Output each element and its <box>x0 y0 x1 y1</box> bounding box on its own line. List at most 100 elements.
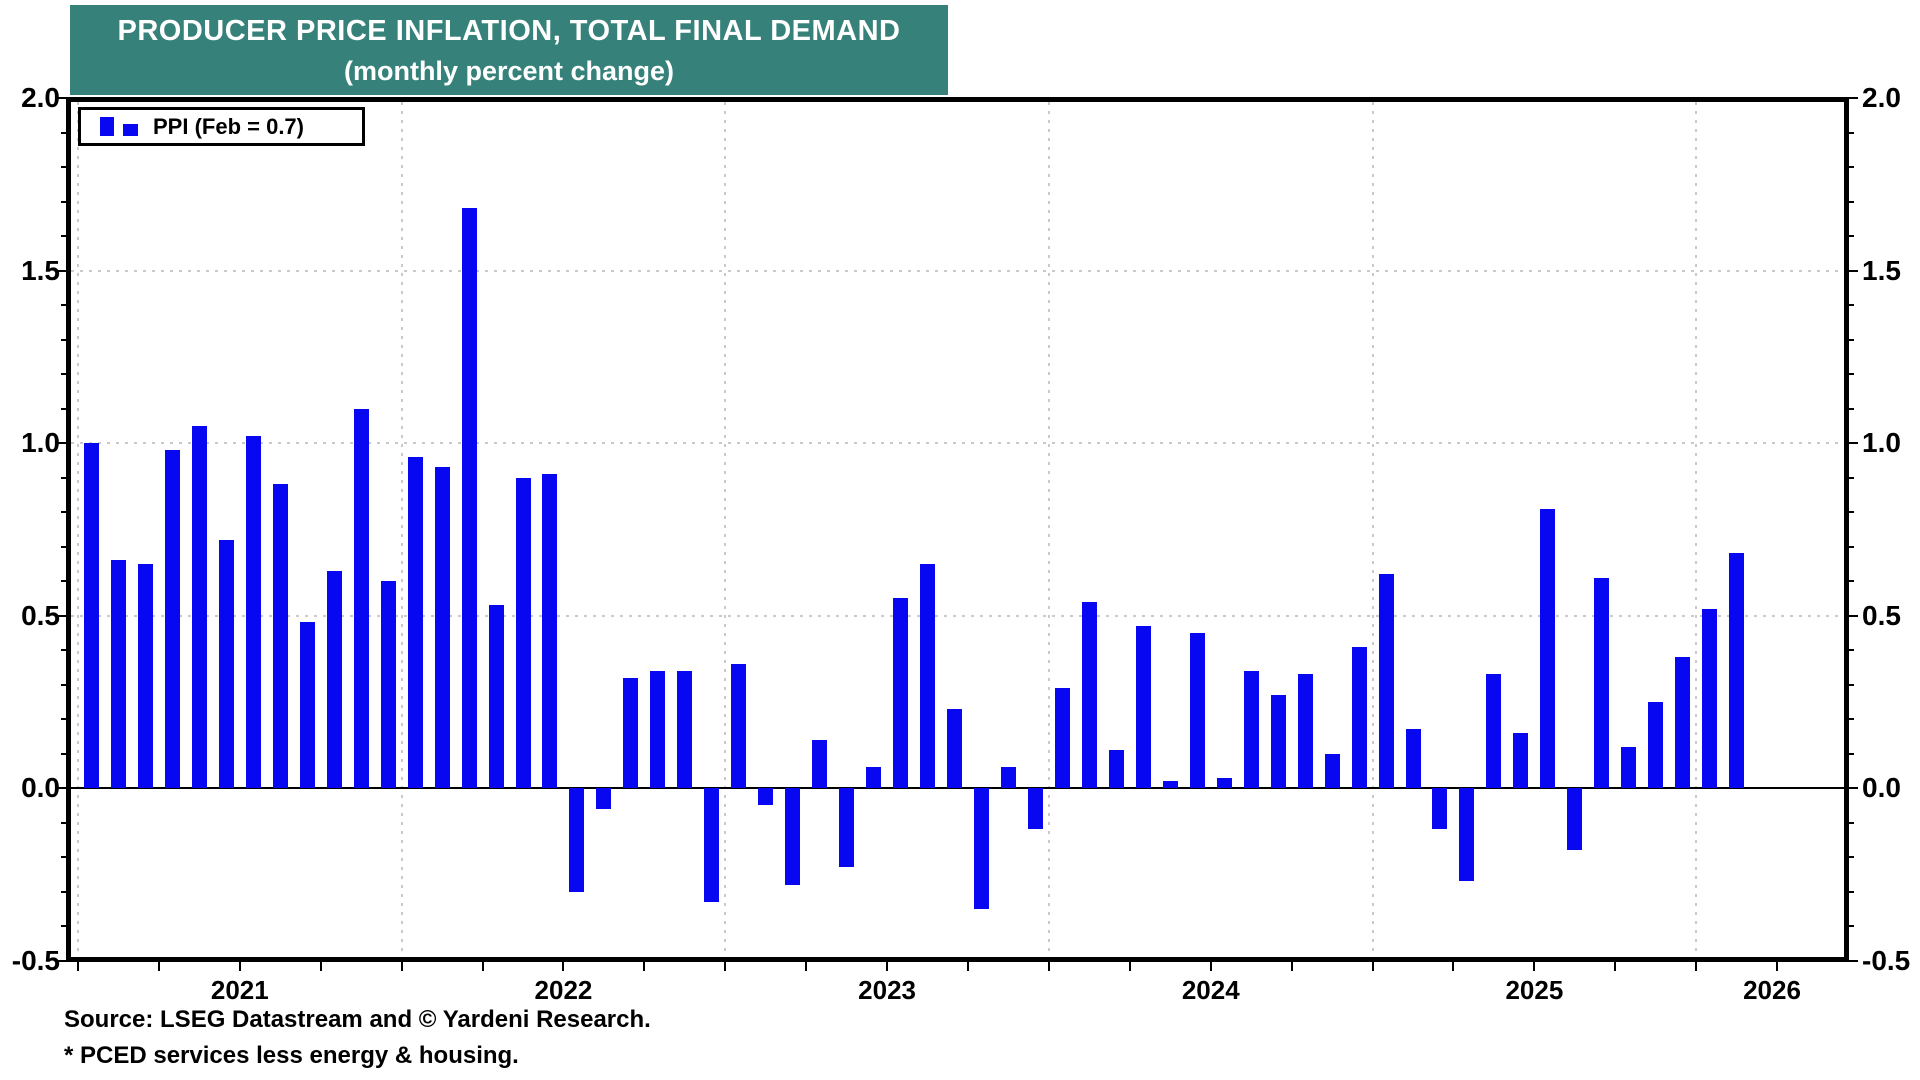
bar-2022-02 <box>434 467 450 788</box>
y-tick-left <box>61 718 66 720</box>
y-tick-left <box>61 890 66 893</box>
y-tick-right <box>1849 442 1858 444</box>
x-tick <box>319 962 322 971</box>
y-tick-left <box>61 373 66 375</box>
x-tick <box>1533 962 1536 971</box>
x-tick <box>1290 962 1293 971</box>
bar-2022-06 <box>542 474 558 788</box>
x-tick <box>1452 962 1455 971</box>
bar-2023-09 <box>947 708 963 788</box>
x-tick <box>1371 962 1374 971</box>
bar-2022-08 <box>596 788 612 809</box>
gridline-v-2022 <box>400 102 403 957</box>
gridline-v-2024 <box>1047 102 1050 957</box>
x-axis-label-2021: 2021 <box>210 975 269 1005</box>
bar-2022-01 <box>407 456 423 788</box>
legend-label: PPI (Feb = 0.7) <box>153 113 304 139</box>
bar-2024-07 <box>1216 777 1232 788</box>
bar-2022-04 <box>488 605 504 788</box>
bar-2022-10 <box>650 670 666 788</box>
y-tick-right <box>1849 649 1854 651</box>
y-axis-label-left-0.5: 0.5 <box>21 599 60 631</box>
x-tick <box>967 962 969 971</box>
y-tick-left <box>57 959 66 962</box>
bar-2022-03 <box>461 208 477 788</box>
bar-2022-07 <box>569 788 585 892</box>
x-axis-label-2022: 2022 <box>534 975 593 1005</box>
bar-2024-03 <box>1108 750 1124 788</box>
y-tick-right <box>1849 718 1854 720</box>
y-tick-right <box>1849 511 1854 513</box>
y-tick-left <box>61 511 66 513</box>
y-tick-left <box>61 821 66 824</box>
x-tick <box>805 962 808 971</box>
bar-2025-02 <box>1405 729 1421 788</box>
bar-2025-07 <box>1540 508 1556 788</box>
y-axis-label-right--0.5: -0.5 <box>1862 944 1911 976</box>
x-tick <box>1047 962 1050 971</box>
y-tick-left <box>61 166 66 168</box>
x-axis-label-2024: 2024 <box>1181 975 1240 1005</box>
bar-2022-11 <box>677 670 693 788</box>
chart-title-box: PRODUCER PRICE INFLATION, TOTAL FINAL DE… <box>70 5 948 95</box>
bar-2023-02 <box>758 788 774 806</box>
y-tick-right <box>1849 476 1854 479</box>
y-tick-left <box>61 200 66 203</box>
y-tick-left <box>61 235 66 237</box>
legend-bar-icon-small <box>123 124 138 136</box>
y-axis-label-left-2.0: 2.0 <box>21 82 60 113</box>
y-tick-right <box>1849 338 1854 341</box>
bar-2024-06 <box>1189 632 1205 788</box>
y-tick-right <box>1849 614 1858 617</box>
zero-line <box>71 787 1844 789</box>
y-tick-left <box>61 649 66 651</box>
y-tick-right <box>1849 97 1858 99</box>
bar-2024-10 <box>1297 674 1313 788</box>
y-tick-left <box>57 787 66 789</box>
y-tick-right <box>1849 821 1854 824</box>
chart-subtitle: (monthly percent change) <box>343 56 675 86</box>
x-tick <box>562 962 565 971</box>
bar-2025-10 <box>1621 746 1637 788</box>
bar-2023-03 <box>785 788 801 885</box>
y-axis-label-left-1.0: 1.0 <box>21 427 60 458</box>
x-tick <box>1128 962 1131 971</box>
y-axis-label-left-1.5: 1.5 <box>21 254 60 286</box>
bar-2023-06 <box>866 767 882 788</box>
y-tick-left <box>57 614 66 617</box>
bar-2023-07 <box>893 598 909 788</box>
bar-2024-01 <box>1054 687 1070 788</box>
bar-2023-01 <box>731 663 747 788</box>
y-tick-right <box>1849 925 1854 927</box>
bar-2023-12 <box>1027 788 1043 830</box>
x-tick <box>643 962 646 971</box>
x-tick <box>886 962 889 971</box>
bar-2021-01 <box>83 443 99 788</box>
y-tick-right <box>1849 235 1854 237</box>
gridline-h-1.5 <box>71 269 1844 272</box>
bar-2023-10 <box>973 788 989 909</box>
y-tick-left <box>57 269 66 272</box>
bar-2025-04 <box>1459 788 1475 882</box>
y-axis-label-right-0.5: 0.5 <box>1862 599 1901 631</box>
gridline-h-1 <box>71 442 1844 444</box>
y-axis-label-right-0.0: 0.0 <box>1862 772 1901 803</box>
bar-2021-11 <box>353 408 369 788</box>
x-tick <box>481 962 484 971</box>
bar-2022-09 <box>623 677 639 788</box>
bar-2024-05 <box>1162 781 1178 788</box>
bar-2021-03 <box>137 563 153 788</box>
bar-2025-06 <box>1513 732 1529 788</box>
y-tick-right <box>1849 304 1854 306</box>
bar-2025-08 <box>1567 788 1583 851</box>
y-tick-left <box>61 338 66 341</box>
y-tick-left <box>61 683 66 686</box>
legend-bar-icon-large <box>100 117 114 136</box>
bar-2021-10 <box>326 570 342 788</box>
bar-2025-11 <box>1648 701 1664 788</box>
y-axis-label-right-1.0: 1.0 <box>1862 427 1901 458</box>
bar-2024-11 <box>1324 753 1340 788</box>
bar-2021-09 <box>299 622 315 788</box>
y-tick-right <box>1849 856 1854 858</box>
